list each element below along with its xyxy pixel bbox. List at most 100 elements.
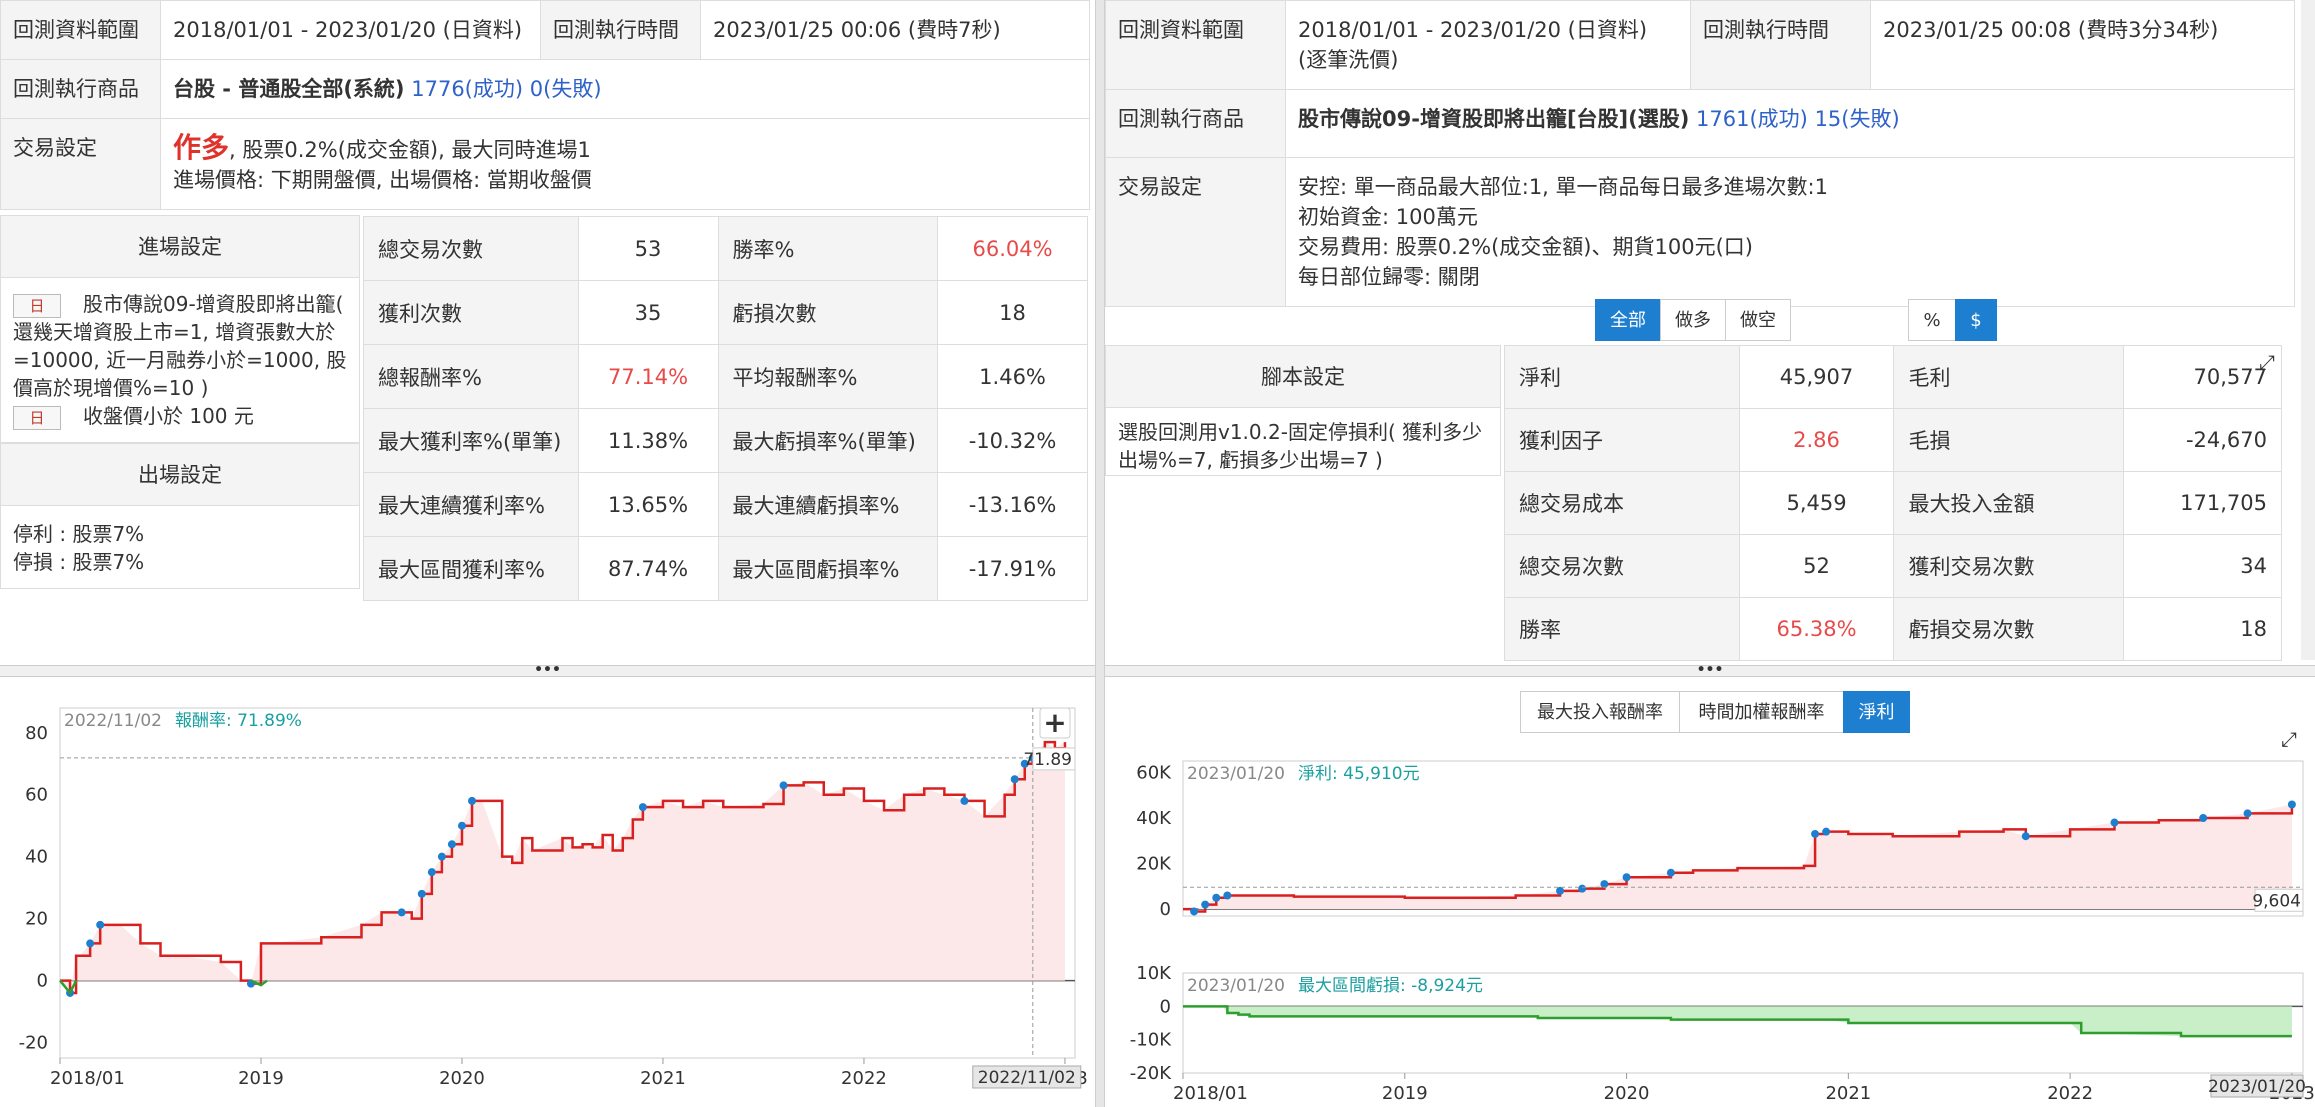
stats-scrollbar[interactable] [2301, 0, 2315, 660]
stat-value: 1.46% [937, 344, 1088, 409]
trade-marker [2287, 800, 2296, 809]
stats-row: 總交易次數 53 勝率% 66.04% [363, 216, 1088, 281]
last-value-box [1032, 747, 1076, 771]
product-fail[interactable]: 0(失敗) [529, 77, 602, 101]
stats-row: 總報酬率% 77.14% 平均報酬率% 1.46% [363, 344, 1088, 409]
product-fail[interactable]: 15(失敗) [1814, 107, 1900, 131]
x-tick-label: 2020 [439, 1068, 485, 1089]
series-line [1183, 1005, 2292, 1038]
trade-marker [2110, 818, 2119, 827]
stat-value: 45,907 [1738, 345, 1895, 409]
tooltip-date: 2022/11/02 [64, 711, 162, 731]
crosshair-date-box [2210, 1074, 2304, 1098]
trade-direction: 作多 [173, 131, 230, 164]
expand-chart-icon[interactable]: ⤢ [2281, 727, 2297, 751]
entry-settings-title: 進場設定 [0, 215, 360, 278]
negative-line [250, 979, 268, 987]
product-value: 股市傳說09-增資股即將出籠[台股](選股) [1298, 107, 1690, 131]
entry-exit-panel: 進場設定 日股市傳說09-增資股即將出籠( 還幾天增資股上市=1, 增資張數大於… [0, 215, 360, 589]
stat-value: 34 [2123, 534, 2282, 598]
stat-label: 最大投入金額 [1893, 471, 2125, 535]
daily-tag: 日 [13, 293, 61, 318]
product-label: 回測執行商品 [1105, 89, 1286, 158]
pane-divider[interactable] [1095, 0, 1105, 1107]
exec-time-label: 回測執行時間 [1690, 0, 1871, 90]
stats-row: 最大獲利率%(單筆) 11.38% 最大虧損率%(單筆) -10.32% [363, 408, 1088, 473]
trade-marker [779, 781, 788, 790]
exit-settings-title: 出場設定 [0, 443, 360, 506]
series-line [60, 740, 1067, 995]
tab-max-invest-return[interactable]: 最大投入報酬率 [1520, 691, 1680, 733]
trade-marker [2021, 832, 2030, 841]
crosshair-date-label: 2022/11/02 [978, 1068, 1076, 1088]
exec-time-label: 回測執行時間 [540, 0, 701, 60]
filter-short-button[interactable]: 做空 [1725, 299, 1791, 341]
trade-marker [447, 840, 456, 849]
range-value: 2018/01/01 - 2023/01/20 (日資料) (逐筆洗價) [1285, 0, 1691, 90]
trade-marker [1622, 873, 1631, 882]
y-tick-label: 40 [25, 847, 48, 868]
trade-marker [960, 796, 969, 805]
stats-row: 最大區間獲利率% 87.74% 最大區間虧損率% -17.91% [363, 536, 1088, 601]
trade-marker [2199, 813, 2208, 822]
stat-label: 最大連續獲利率% [363, 472, 579, 537]
x-tick-label: 2021 [640, 1068, 686, 1089]
stat-label: 毛利 [1893, 345, 2125, 409]
trade-line1: 安控: 單一商品最大部位:1, 單一商品每日最多進場次數:1 [1298, 175, 1828, 199]
expand-stats-icon[interactable]: ⤢ [2259, 350, 2275, 374]
x-tick-label: 2018/01 [50, 1068, 125, 1089]
product-success[interactable]: 1776(成功) [411, 77, 524, 101]
last-value-box [2254, 888, 2304, 912]
trade-marker [417, 889, 426, 898]
trade-marker [1223, 891, 1232, 900]
y-tick-label: 0 [1160, 996, 1171, 1017]
y-tick-label: 60 [25, 785, 48, 806]
net-profit-chart: 60K 40K 20K 0 2023/01/20 淨利: 45,910元 9,604 10K 0… [1130, 760, 2315, 1104]
stat-label: 最大虧損率%(單筆) [717, 408, 939, 473]
stat-value: 52 [1738, 534, 1895, 598]
entry-condition-1: 股市傳說09-增資股即將出籠( 還幾天增資股上市=1, 增資張數大於=10000… [13, 292, 347, 400]
stat-label: 最大區間獲利率% [363, 536, 579, 601]
exit-stop-loss: 停損 : 股票7% [13, 550, 145, 574]
y-tick-label: 0 [1160, 899, 1171, 920]
stat-label: 虧損次數 [717, 280, 939, 345]
script-panel: 腳本設定 選股回測用v1.0.2-固定停損利( 獲利多少出場%=7, 虧損多少出… [1105, 345, 1501, 476]
stat-label: 最大獲利率%(單筆) [363, 408, 579, 473]
unit-percent-button[interactable]: % [1908, 299, 1956, 341]
tooltip-date: 2023/01/20 [1187, 976, 1285, 996]
y-tick-label: 20K [1136, 854, 1172, 875]
stats-row: 淨利 45,907 毛利 70,577 [1504, 345, 2282, 409]
trade-line1: , 股票0.2%(成交金額), 最大同時進場1 [229, 138, 591, 162]
stat-value: 77.14% [577, 344, 719, 409]
return-chart: 806040200-202018/01201920202021202220232… [19, 706, 1088, 1089]
y-tick-label: -20 [19, 1033, 48, 1054]
stats-row: 總交易次數 52 獲利交易次數 34 [1504, 534, 2282, 598]
x-tick-label: 2019 [1382, 1083, 1428, 1104]
stat-value: 18 [937, 280, 1088, 345]
area-fill [1183, 804, 2292, 912]
trade-marker [1010, 775, 1019, 784]
trade-marker [1600, 880, 1609, 889]
trade-marker [1666, 868, 1675, 877]
right-info-table: 回測資料範圍 2018/01/01 - 2023/01/20 (日資料) (逐筆… [1105, 0, 2295, 307]
stats-row: 獲利次數 35 虧損次數 18 [363, 280, 1088, 345]
crosshair-date-box [972, 1065, 1082, 1089]
chart-splitter[interactable]: ••• [0, 663, 1095, 677]
unit-dollar-button[interactable]: $ [1955, 299, 1997, 341]
x-tick-label: 2018/01 [1173, 1083, 1248, 1104]
tooltip-value: 報酬率: 71.89% [175, 711, 302, 731]
left-backtest-pane: 回測資料範圍 2018/01/01 - 2023/01/20 (日資料) 回測執… [0, 0, 1095, 1107]
area-fill [1183, 1006, 2292, 1037]
add-icon: + [1043, 706, 1066, 739]
trade-line3: 交易費用: 股票0.2%(成交金額)、期貨100元(口) [1298, 235, 1753, 259]
add-icon [1039, 707, 1071, 739]
y-tick-label: -10K [1130, 1030, 1172, 1051]
x-tick-label: 2019 [238, 1068, 284, 1089]
product-value: 台股 - 普通股全部(系統) [173, 77, 405, 101]
tab-net-profit[interactable]: 淨利 [1843, 691, 1910, 733]
chart-splitter[interactable]: ••• [1105, 663, 2315, 677]
filter-all-button[interactable]: 全部 [1595, 299, 1661, 341]
filter-long-button[interactable]: 做多 [1660, 299, 1726, 341]
product-success[interactable]: 1761(成功) [1696, 107, 1808, 131]
tab-time-weighted-return[interactable]: 時間加權報酬率 [1679, 691, 1844, 733]
